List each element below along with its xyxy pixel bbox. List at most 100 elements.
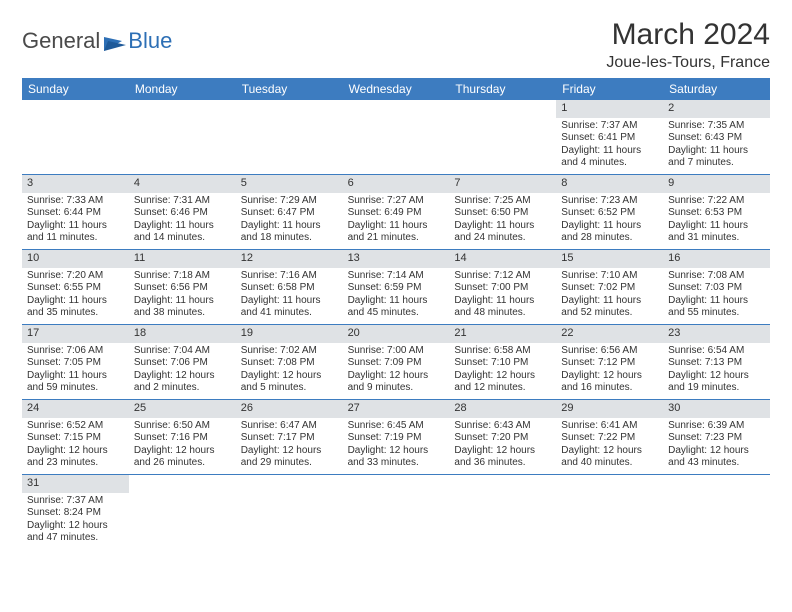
day-body: Sunrise: 6:54 AMSunset: 7:13 PMDaylight:… [663,345,770,399]
empty-cell [236,100,343,174]
header: General Blue March 2024 Joue-les-Tours, … [22,18,770,72]
day-cell: 5Sunrise: 7:29 AMSunset: 6:47 PMDaylight… [236,175,343,249]
sunrise-line: Sunrise: 7:37 AM [27,495,124,508]
sunrise-line: Sunrise: 7:23 AM [561,195,658,208]
day-number: 15 [556,250,663,268]
daylight-line: and 29 minutes. [241,457,338,470]
day-cell: 22Sunrise: 6:56 AMSunset: 7:12 PMDayligh… [556,325,663,399]
day-body: Sunrise: 7:12 AMSunset: 7:00 PMDaylight:… [449,270,556,324]
day-body: Sunrise: 7:27 AMSunset: 6:49 PMDaylight:… [343,195,450,249]
daylight-line: and 47 minutes. [27,532,124,545]
empty-cell [556,475,663,549]
weekday-header: Friday [556,78,663,100]
sunset-line: Sunset: 6:47 PM [241,207,338,220]
weekday-header: Wednesday [343,78,450,100]
daylight-line: and 9 minutes. [348,382,445,395]
daylight-line: and 4 minutes. [561,157,658,170]
day-body: Sunrise: 7:10 AMSunset: 7:02 PMDaylight:… [556,270,663,324]
sunrise-line: Sunrise: 6:50 AM [134,420,231,433]
day-body: Sunrise: 6:58 AMSunset: 7:10 PMDaylight:… [449,345,556,399]
sunset-line: Sunset: 7:20 PM [454,432,551,445]
empty-cell [449,475,556,549]
sunset-line: Sunset: 6:41 PM [561,132,658,145]
sunset-line: Sunset: 7:08 PM [241,357,338,370]
sunset-line: Sunset: 7:09 PM [348,357,445,370]
day-cell: 2Sunrise: 7:35 AMSunset: 6:43 PMDaylight… [663,100,770,174]
day-body: Sunrise: 7:08 AMSunset: 7:03 PMDaylight:… [663,270,770,324]
day-number: 31 [22,475,129,493]
day-body: Sunrise: 6:50 AMSunset: 7:16 PMDaylight:… [129,420,236,474]
sunset-line: Sunset: 7:12 PM [561,357,658,370]
daylight-line: Daylight: 12 hours [27,520,124,533]
day-number: 4 [129,175,236,193]
day-body: Sunrise: 7:23 AMSunset: 6:52 PMDaylight:… [556,195,663,249]
day-body: Sunrise: 7:16 AMSunset: 6:58 PMDaylight:… [236,270,343,324]
sunset-line: Sunset: 8:24 PM [27,507,124,520]
sunset-line: Sunset: 7:03 PM [668,282,765,295]
day-number: 24 [22,400,129,418]
daylight-line: and 5 minutes. [241,382,338,395]
sunrise-line: Sunrise: 6:47 AM [241,420,338,433]
sunrise-line: Sunrise: 6:52 AM [27,420,124,433]
daylight-line: and 33 minutes. [348,457,445,470]
empty-bar [236,100,343,117]
daylight-line: Daylight: 11 hours [668,295,765,308]
sunset-line: Sunset: 6:43 PM [668,132,765,145]
sunset-line: Sunset: 6:44 PM [27,207,124,220]
day-body: Sunrise: 7:33 AMSunset: 6:44 PMDaylight:… [22,195,129,249]
weekday-header-row: SundayMondayTuesdayWednesdayThursdayFrid… [22,78,770,100]
day-cell: 12 Sunrise: 7:16 AMSunset: 6:58 PMDayligh… [236,250,343,324]
day-cell: 25Sunrise: 6:50 AMSunset: 7:16 PMDayligh… [129,400,236,474]
day-number: 5 [236,175,343,193]
daylight-line: Daylight: 11 hours [27,295,124,308]
day-number: 10 [22,250,129,268]
sunset-line: Sunset: 7:06 PM [134,357,231,370]
sunset-line: Sunset: 7:13 PM [668,357,765,370]
daylight-line: Daylight: 12 hours [134,370,231,383]
daylight-line: Daylight: 11 hours [668,220,765,233]
daylight-line: Daylight: 12 hours [348,445,445,458]
week-row: 1 Sunrise: 7:37 AMSunset: 6:41 PMDaylight… [22,100,770,175]
day-number: 6 [343,175,450,193]
day-number: 7 [449,175,556,193]
day-cell: 17Sunrise: 7:06 AMSunset: 7:05 PMDayligh… [22,325,129,399]
day-cell: 19Sunrise: 7:02 AMSunset: 7:08 PMDayligh… [236,325,343,399]
sunset-line: Sunset: 7:02 PM [561,282,658,295]
day-number: 27 [343,400,450,418]
sunrise-line: Sunrise: 7:18 AM [134,270,231,283]
day-cell: 27Sunrise: 6:45 AMSunset: 7:19 PMDayligh… [343,400,450,474]
day-body: Sunrise: 6:56 AMSunset: 7:12 PMDaylight:… [556,345,663,399]
daylight-line: Daylight: 11 hours [134,220,231,233]
sunrise-line: Sunrise: 6:58 AM [454,345,551,358]
day-cell: 3Sunrise: 7:33 AMSunset: 6:44 PMDaylight… [22,175,129,249]
sunset-line: Sunset: 7:23 PM [668,432,765,445]
logo: General Blue [22,18,172,54]
sunrise-line: Sunrise: 6:43 AM [454,420,551,433]
daylight-line: Daylight: 12 hours [668,370,765,383]
daylight-line: Daylight: 11 hours [561,145,658,158]
daylight-line: Daylight: 11 hours [561,220,658,233]
day-number: 1 [556,100,663,118]
empty-cell [343,100,450,174]
sunrise-line: Sunrise: 7:14 AM [348,270,445,283]
sunrise-line: Sunrise: 7:08 AM [668,270,765,283]
daylight-line: and 43 minutes. [668,457,765,470]
weekday-header: Sunday [22,78,129,100]
sunrise-line: Sunrise: 7:25 AM [454,195,551,208]
week-row: 17Sunrise: 7:06 AMSunset: 7:05 PMDayligh… [22,325,770,400]
daylight-line: and 38 minutes. [134,307,231,320]
week-row: 31 Sunrise: 7:37 AMSunset: 8:24 PMDayligh… [22,475,770,549]
empty-cell [22,100,129,174]
day-number: 12 [236,250,343,268]
empty-bar [129,100,236,117]
daylight-line: and 48 minutes. [454,307,551,320]
sunset-line: Sunset: 6:56 PM [134,282,231,295]
sunrise-line: Sunrise: 7:12 AM [454,270,551,283]
day-body: Sunrise: 7:37 AMSunset: 6:41 PMDaylight:… [556,120,663,174]
sunset-line: Sunset: 7:15 PM [27,432,124,445]
sunset-line: Sunset: 6:53 PM [668,207,765,220]
daylight-line: Daylight: 11 hours [561,295,658,308]
day-cell: 20Sunrise: 7:00 AMSunset: 7:09 PMDayligh… [343,325,450,399]
daylight-line: Daylight: 12 hours [241,445,338,458]
sunrise-line: Sunrise: 7:02 AM [241,345,338,358]
